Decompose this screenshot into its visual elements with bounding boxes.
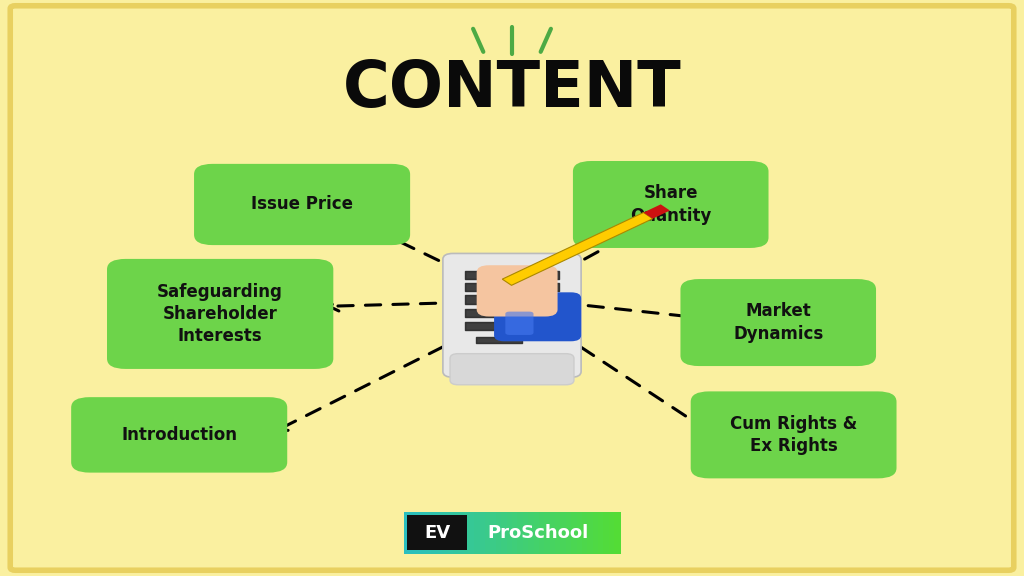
Bar [555,512,561,554]
Bar [404,512,411,554]
Bar [539,512,545,554]
Bar [469,512,475,554]
Bar [502,512,508,554]
FancyBboxPatch shape [495,293,582,341]
FancyBboxPatch shape [195,164,410,245]
Bar [517,512,523,554]
FancyBboxPatch shape [476,265,557,317]
Bar [588,512,594,554]
Bar [453,512,459,554]
Bar [598,512,604,554]
Text: EV: EV [424,524,451,542]
Polygon shape [643,204,670,219]
FancyBboxPatch shape [106,259,334,369]
Bar [534,512,540,554]
FancyBboxPatch shape [71,397,287,472]
Text: Issue Price: Issue Price [251,195,353,214]
Bar [512,512,518,554]
FancyBboxPatch shape [690,392,897,478]
Polygon shape [503,213,652,285]
Bar [474,512,481,554]
FancyBboxPatch shape [680,279,876,366]
Text: Cum Rights &
Ex Rights: Cum Rights & Ex Rights [730,415,857,455]
FancyBboxPatch shape [442,253,582,377]
Bar [565,512,572,554]
Bar [431,512,438,554]
Bar [416,512,422,554]
Bar [614,512,621,554]
Bar [459,512,465,554]
Bar [560,512,567,554]
Bar [523,512,529,554]
Bar [421,512,427,554]
Bar [496,512,502,554]
Bar [577,512,583,554]
Bar [593,512,599,554]
Bar [447,512,454,554]
Bar [479,512,486,554]
Bar [490,512,497,554]
Text: Market
Dynamics: Market Dynamics [733,302,823,343]
Text: Share
Quantity: Share Quantity [630,184,712,225]
Bar [464,512,470,554]
Bar [442,512,449,554]
FancyBboxPatch shape [573,161,768,248]
Bar [436,512,443,554]
Bar [528,512,535,554]
FancyBboxPatch shape [451,354,573,385]
Bar [571,512,578,554]
Bar [410,512,416,554]
FancyBboxPatch shape [506,312,534,335]
Bar [507,512,513,554]
Text: Safeguarding
Shareholder
Interests: Safeguarding Shareholder Interests [158,283,283,345]
Text: Introduction: Introduction [121,426,238,444]
Bar [426,512,432,554]
Bar [608,512,615,554]
Bar [603,512,610,554]
FancyBboxPatch shape [408,516,467,550]
Bar [485,512,492,554]
Bar [545,512,551,554]
Bar [582,512,588,554]
Text: CONTENT: CONTENT [343,58,681,120]
Bar [550,512,556,554]
Text: ProSchool: ProSchool [487,524,589,542]
